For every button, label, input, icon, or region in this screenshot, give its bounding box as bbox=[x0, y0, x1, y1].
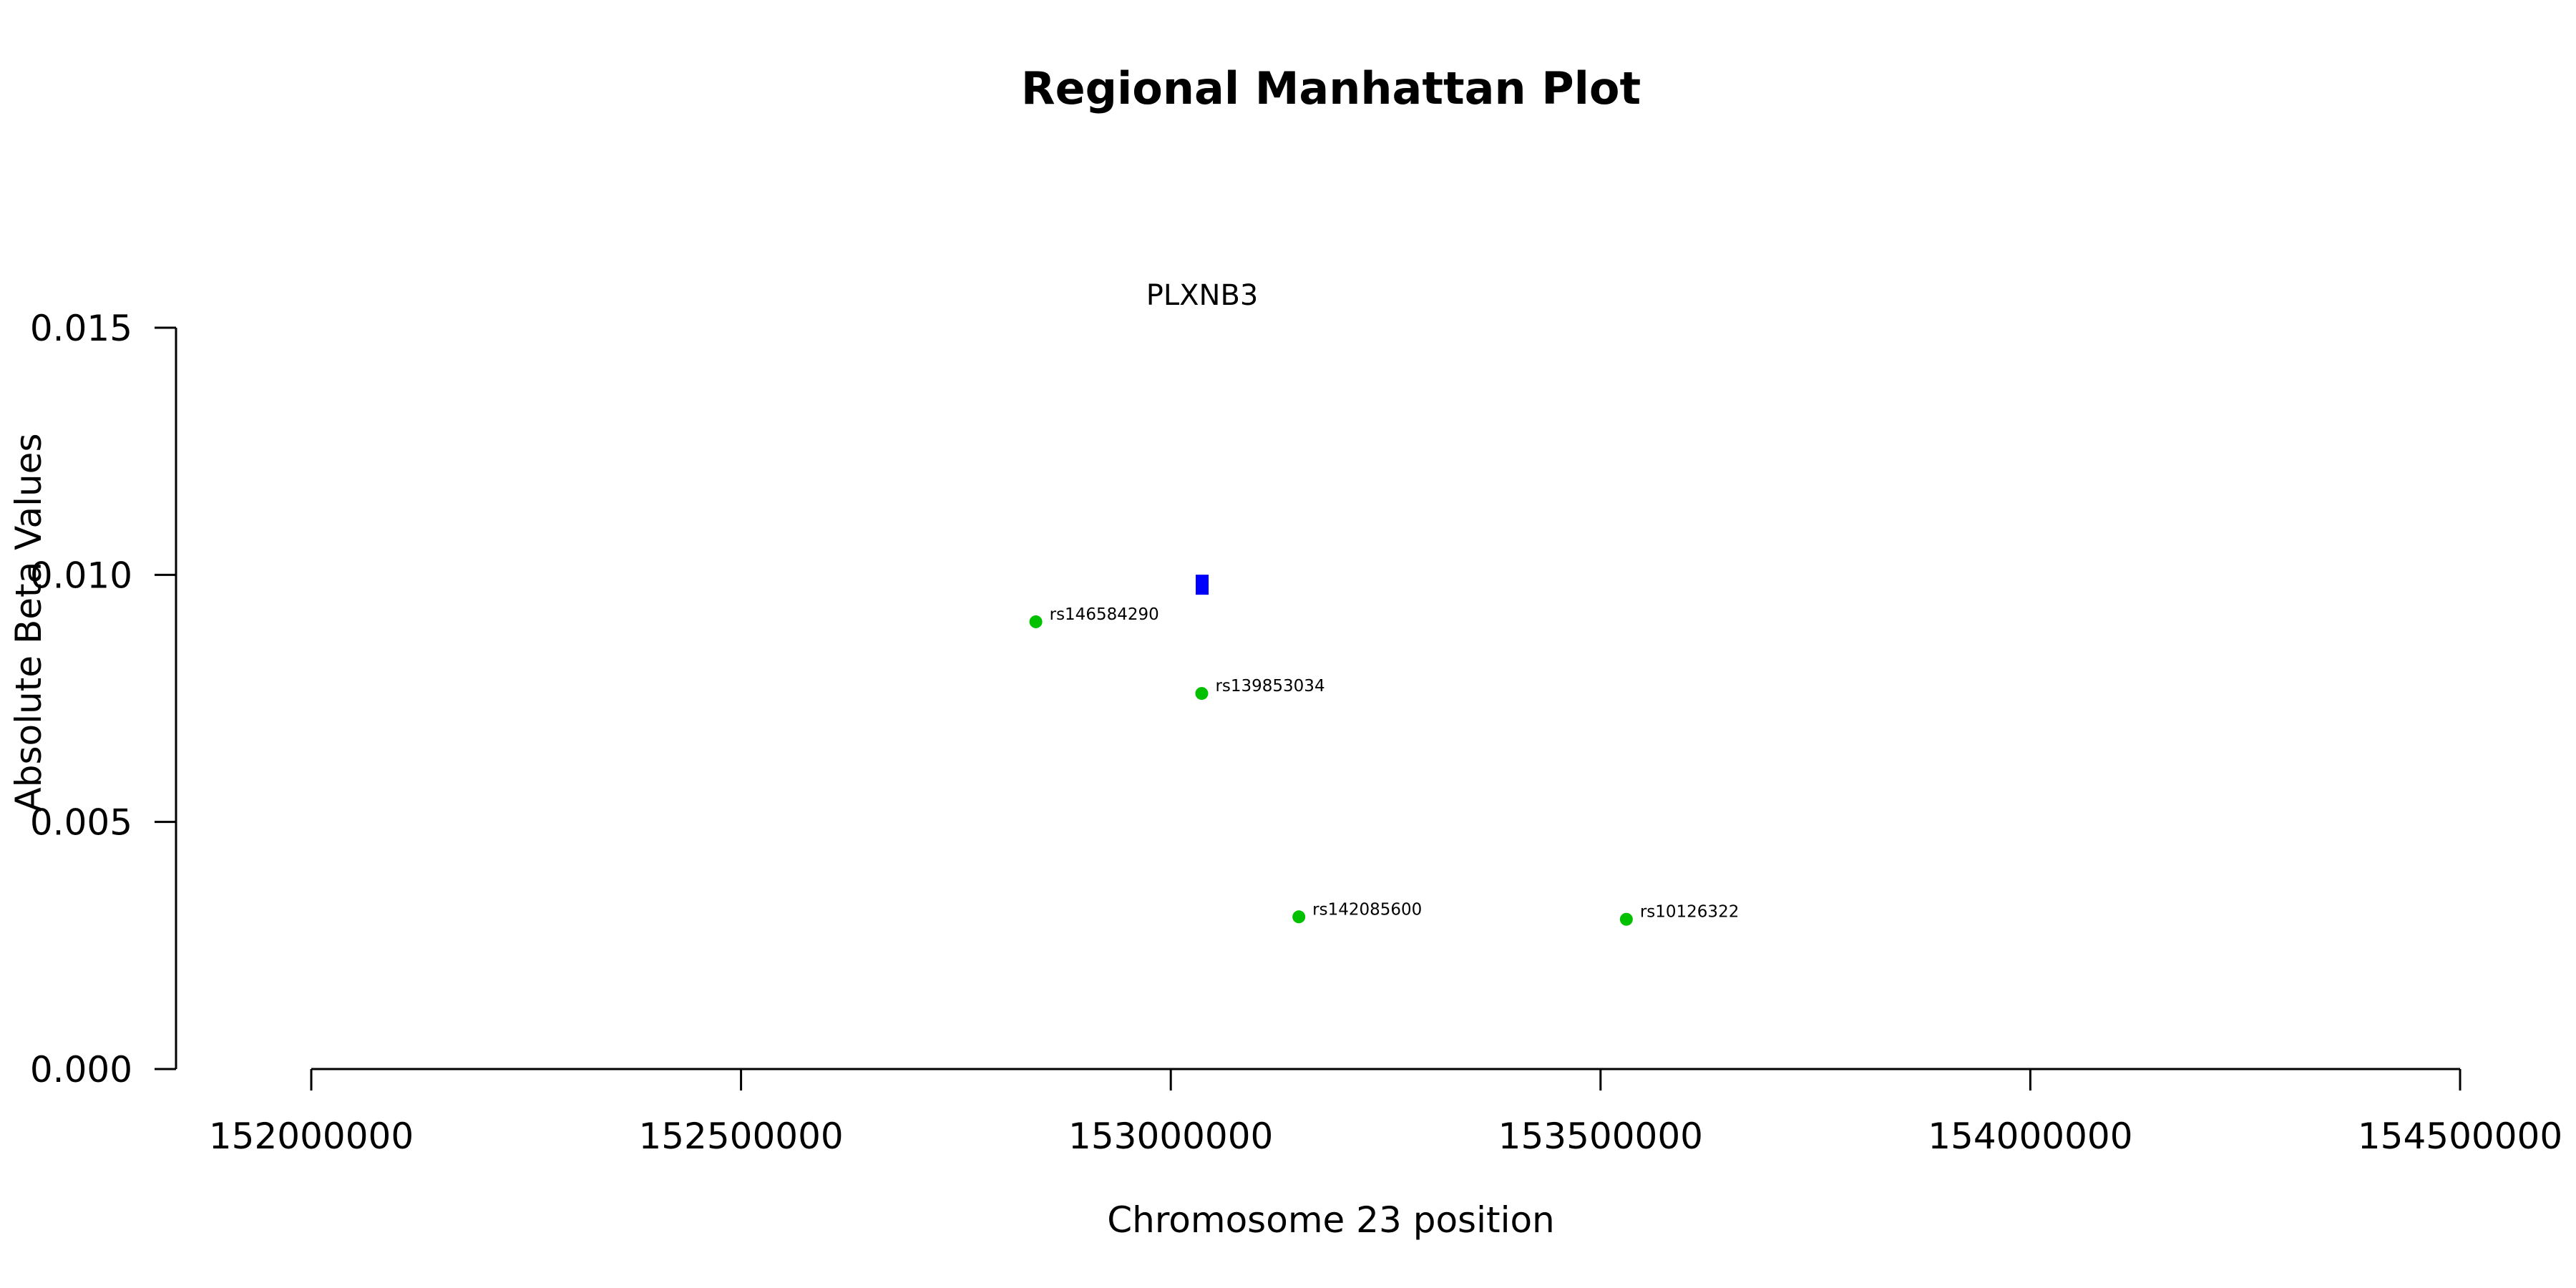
snp-point bbox=[1029, 615, 1043, 628]
x-axis-ticks: 152000000 152500000 153000000 153500000 1540… bbox=[209, 1069, 2562, 1157]
snp-label: rs142085600 bbox=[1312, 900, 1422, 919]
snp-label: rs139853034 bbox=[1215, 677, 1324, 696]
snp-label: rs10126322 bbox=[1640, 903, 1740, 922]
gene-layer: PLXNB3 bbox=[1146, 279, 1259, 595]
x-tick-label: 153500000 bbox=[1498, 1116, 1703, 1157]
x-tick-label: 154000000 bbox=[1928, 1116, 2132, 1157]
snp-label: rs146584290 bbox=[1050, 605, 1159, 624]
y-axis-label: Absolute Beta Values bbox=[8, 434, 49, 812]
y-tick-label: 0.015 bbox=[30, 308, 132, 349]
x-tick-label: 154500000 bbox=[2358, 1116, 2562, 1157]
points-layer: rs146584290 rs139853034 rs142085600 rs10126… bbox=[1029, 605, 1740, 926]
y-tick-label: 0.005 bbox=[30, 802, 132, 844]
snp-point bbox=[1195, 687, 1209, 701]
gene-box bbox=[1196, 575, 1209, 595]
chart-title: Regional Manhattan Plot bbox=[1021, 62, 1641, 114]
y-tick-label: 0.010 bbox=[30, 555, 132, 596]
x-tick-label: 152000000 bbox=[209, 1116, 414, 1157]
snp-point bbox=[1619, 912, 1633, 926]
y-axis-ticks: 0.000 0.005 0.010 0.015 bbox=[30, 308, 176, 1091]
x-tick-label: 152500000 bbox=[638, 1116, 843, 1157]
y-tick-label: 0.000 bbox=[30, 1049, 132, 1091]
x-tick-label: 153000000 bbox=[1068, 1116, 1273, 1157]
snp-point bbox=[1292, 910, 1306, 924]
x-axis-label: Chromosome 23 position bbox=[1107, 1199, 1555, 1241]
gene-label: PLXNB3 bbox=[1146, 279, 1259, 312]
